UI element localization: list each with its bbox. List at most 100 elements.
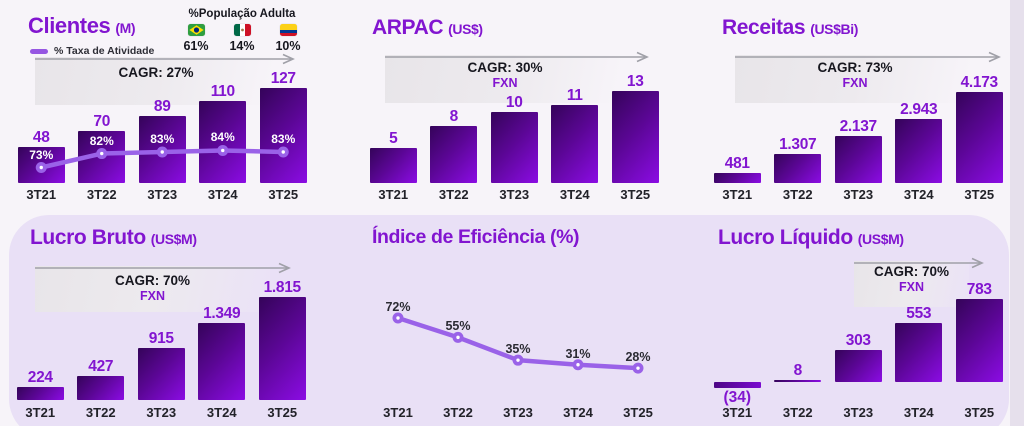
line-point-label: 35% (505, 342, 531, 357)
line-point-label: 28% (625, 350, 651, 365)
receitas-plot: 3T21 3T22 3T23 3T24 3T25 481 1.307 2.137 2.943 4.… (700, 6, 1022, 214)
title-unit: (US$M) (150, 231, 197, 247)
chart-lucro-bruto: Lucro Bruto (US$M) CAGR: 70% FXN 3T21 3T22… (8, 220, 340, 424)
bar (834, 350, 882, 382)
title-text: ARPAC (372, 16, 444, 39)
lucro-liquido-plot: 3T21 3T22 3T23 3T24 3T25 (34) 8 303 553 783 (700, 220, 1022, 424)
bar-value-label: 70 (93, 113, 111, 130)
title-text: Lucro Bruto (30, 226, 146, 249)
bar-value-label: 11 (566, 87, 583, 104)
bar-value-label: 1.349 (203, 305, 241, 322)
bar (259, 88, 307, 183)
legend-label: % Taxa de Atividade (54, 45, 155, 57)
bar (895, 119, 943, 183)
bar (258, 297, 306, 400)
bar (955, 299, 1003, 382)
title-unit: (US$) (448, 21, 483, 37)
bar-value-label: 5 (389, 130, 398, 147)
bar-value-label: 783 (966, 281, 992, 298)
cagr-annotation: CAGR: 73% FXN (735, 51, 1007, 104)
bar-value-label: 1.307 (779, 136, 817, 153)
title-unit: (M) (115, 20, 136, 36)
arpac-plot: 3T21 3T22 3T23 3T24 3T25 5 8 10 11 13 (352, 6, 674, 214)
fxn-label: FXN (899, 280, 924, 294)
bar-value-label: 553 (906, 305, 932, 322)
lucro-bruto-plot: 3T21 3T22 3T23 3T24 3T25 224 427 915 1.349 1.815 (8, 220, 340, 424)
bar-value-label: 2.943 (900, 101, 938, 118)
fxn-label: FXN (492, 76, 518, 90)
x-axis-label: 3T23 (147, 187, 178, 202)
flag-col-brazil: 61% (176, 24, 216, 53)
flag-col-colombia: 10% (268, 24, 308, 53)
chart-arpac: ARPAC (US$) CAGR: 30% FXN 3T21 3T22 3T23 3T2… (352, 6, 674, 214)
x-axis-label: 3T22 (85, 405, 116, 420)
trend-line (392, 312, 644, 374)
bar-value-label: 8 (793, 362, 803, 379)
chart-lucro-liquido: Lucro Líquido (US$M) CAGR: 70% FXN 3T21 3T… (700, 220, 1022, 424)
x-axis-label: 3T24 (207, 187, 238, 202)
clientes-plot: 3T21 3T22 3T23 3T24 3T25 48 70 89 110 127 73% 82% 83… (8, 6, 340, 214)
x-axis-label: 3T24 (563, 405, 593, 420)
bar (430, 126, 478, 183)
title-text: Clientes (28, 13, 111, 38)
growth-arrow-icon (735, 51, 1001, 63)
x-axis-label: 3T23 (843, 405, 874, 420)
chart-title-eficiencia: Índice de Eficiência (%) (372, 226, 580, 249)
x-axis-label: 3T25 (964, 187, 995, 202)
trend-line (35, 144, 289, 173)
x-axis-label: 3T21 (378, 187, 409, 202)
cagr-annotation: CAGR: 30% FXN (385, 51, 655, 104)
x-axis-label: 3T22 (782, 405, 813, 420)
bar (834, 136, 882, 183)
chart-title-clientes: Clientes (M) (28, 13, 136, 39)
bar (199, 101, 247, 183)
bar (611, 91, 659, 183)
line-legend-swatch (30, 48, 48, 54)
bar (77, 376, 125, 400)
title-unit: (US$M) (857, 231, 904, 247)
bar-value-label: 915 (148, 330, 174, 347)
bar-value-label: 2.137 (839, 118, 878, 135)
bar-value-label: 1.815 (263, 279, 302, 296)
brazil-flag-icon (187, 24, 205, 36)
cagr-box (385, 55, 625, 103)
bar (137, 348, 185, 400)
mexico-flag-icon (233, 24, 251, 36)
bar (16, 387, 64, 400)
bar (774, 154, 822, 183)
negative-bar (713, 382, 761, 388)
line-point-label: 83% (271, 132, 296, 146)
x-axis-label: 3T24 (903, 187, 934, 202)
title-text: Índice de Eficiência (%) (372, 226, 580, 248)
bar-value-label: 110 (210, 83, 235, 100)
x-axis-label: 3T24 (903, 405, 934, 420)
x-axis-label: 3T22 (782, 187, 813, 202)
chart-receitas: Receitas (US$Bi) CAGR: 73% FXN 3T21 3T22 3T… (700, 6, 1022, 214)
fxn-label: FXN (842, 76, 868, 90)
background-edge (1010, 0, 1024, 426)
bar (198, 323, 246, 400)
line-point-label: 84% (210, 130, 235, 145)
cagr-annotation: CAGR: 70% FXN (35, 262, 297, 313)
cagr-annotation: CAGR: 70% FXN (854, 257, 990, 308)
x-axis-label: 3T25 (964, 405, 995, 420)
x-axis-label: 3T24 (559, 187, 590, 202)
cagr-box (35, 266, 270, 312)
bar-value-label: 427 (88, 358, 114, 375)
line-point-label: 82% (89, 133, 114, 148)
x-axis-label: 3T23 (843, 187, 874, 202)
negative-value-label: (34) (723, 389, 752, 406)
brazil-adult-pct: 61% (183, 39, 209, 53)
adult-population-header: %População Adulta (188, 8, 296, 20)
x-axis-label: 3T25 (623, 405, 653, 420)
bar-value-label: 8 (449, 108, 459, 125)
bar (551, 105, 599, 183)
bar (490, 112, 538, 183)
bar (369, 148, 417, 183)
cagr-box (854, 261, 969, 307)
x-axis-label: 3T23 (503, 405, 533, 420)
line-point-label: 31% (565, 346, 591, 361)
cagr-label: CAGR: 70% (114, 273, 190, 288)
bar (713, 173, 761, 183)
